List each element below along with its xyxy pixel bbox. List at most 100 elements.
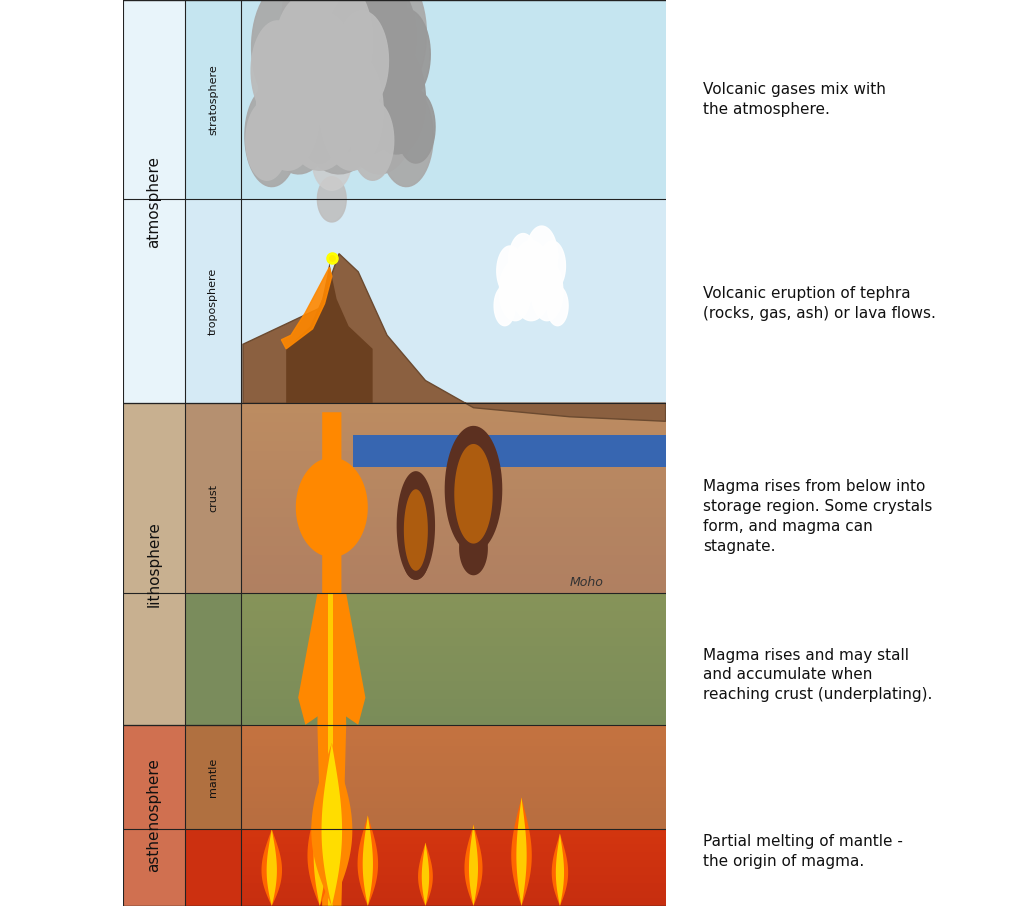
Polygon shape <box>313 797 326 906</box>
Bar <box>185 611 666 620</box>
Bar <box>185 829 241 906</box>
Text: Magma rises and may stall
and accumulate when
reaching crust (underplating).: Magma rises and may stall and accumulate… <box>702 648 932 702</box>
Text: mantle: mantle <box>208 757 218 796</box>
Bar <box>185 536 666 545</box>
Polygon shape <box>312 136 351 190</box>
Bar <box>185 489 666 498</box>
Bar <box>185 766 666 774</box>
Polygon shape <box>455 444 493 544</box>
Bar <box>123 725 185 906</box>
Polygon shape <box>327 0 380 95</box>
Bar <box>185 891 666 899</box>
Bar <box>185 0 241 199</box>
Polygon shape <box>516 797 526 906</box>
Bar <box>185 507 666 517</box>
Bar <box>353 435 666 467</box>
Polygon shape <box>308 95 355 159</box>
Polygon shape <box>243 254 666 421</box>
Polygon shape <box>266 829 276 906</box>
Polygon shape <box>359 0 426 98</box>
Polygon shape <box>497 246 523 295</box>
Bar <box>185 413 666 422</box>
Bar <box>185 403 241 593</box>
Polygon shape <box>351 101 394 180</box>
Bar <box>185 441 666 450</box>
Polygon shape <box>326 0 407 85</box>
Text: troposphere: troposphere <box>208 267 218 335</box>
Polygon shape <box>422 843 429 906</box>
Bar <box>185 808 666 815</box>
Polygon shape <box>256 51 319 170</box>
Bar <box>185 593 666 725</box>
Polygon shape <box>403 489 428 571</box>
Bar <box>185 829 666 837</box>
Polygon shape <box>357 815 378 906</box>
Bar <box>185 527 666 536</box>
Bar <box>185 403 666 593</box>
Bar <box>185 460 666 469</box>
Text: Partial melting of mantle -
the origin of magma.: Partial melting of mantle - the origin o… <box>702 834 903 869</box>
Bar <box>185 759 666 766</box>
Bar <box>185 780 666 787</box>
Polygon shape <box>305 18 353 109</box>
Polygon shape <box>362 815 373 906</box>
Bar <box>185 545 666 555</box>
Polygon shape <box>296 458 368 557</box>
Polygon shape <box>539 241 565 291</box>
Bar <box>185 432 666 441</box>
Bar <box>185 699 666 708</box>
Bar <box>185 860 666 868</box>
Bar <box>185 815 666 822</box>
Polygon shape <box>301 91 339 163</box>
Polygon shape <box>274 0 333 105</box>
Polygon shape <box>509 234 538 288</box>
Bar <box>123 403 185 725</box>
Bar <box>185 795 666 801</box>
Polygon shape <box>298 593 366 725</box>
Polygon shape <box>282 267 332 349</box>
Bar <box>185 498 666 507</box>
Polygon shape <box>317 177 346 222</box>
Polygon shape <box>547 286 568 325</box>
Text: stratosphere: stratosphere <box>208 64 218 135</box>
Bar <box>185 868 666 875</box>
Polygon shape <box>526 226 557 285</box>
Bar <box>185 774 666 780</box>
Text: lithosphere: lithosphere <box>146 521 162 607</box>
Bar <box>185 852 666 860</box>
Polygon shape <box>328 593 333 906</box>
Bar <box>185 725 666 732</box>
Bar <box>185 753 666 759</box>
Bar <box>185 844 666 852</box>
Polygon shape <box>510 241 552 321</box>
Bar <box>123 0 185 403</box>
Polygon shape <box>311 743 352 906</box>
Bar <box>185 689 666 699</box>
Text: Volcanic eruption of tephra
(rocks, gas, ash) or lava flows.: Volcanic eruption of tephra (rocks, gas,… <box>702 286 936 321</box>
Bar <box>185 637 666 646</box>
Bar <box>185 829 666 906</box>
Polygon shape <box>246 101 288 180</box>
Polygon shape <box>317 412 346 906</box>
Bar <box>185 422 666 431</box>
Polygon shape <box>358 0 416 91</box>
Bar <box>185 602 666 611</box>
Polygon shape <box>368 45 425 154</box>
Bar <box>185 555 666 565</box>
Text: Volcanic gases mix with
the atmosphere.: Volcanic gases mix with the atmosphere. <box>702 82 886 117</box>
Polygon shape <box>552 834 568 906</box>
Polygon shape <box>382 9 430 100</box>
Text: Magma rises from below into
storage region. Some crystals
form, and magma can
st: Magma rises from below into storage regi… <box>702 479 932 554</box>
Polygon shape <box>459 521 487 575</box>
Polygon shape <box>531 261 563 321</box>
Bar <box>185 574 666 584</box>
Polygon shape <box>511 797 531 906</box>
Bar <box>185 672 666 681</box>
Bar <box>185 732 666 738</box>
Bar <box>185 837 666 844</box>
Polygon shape <box>245 85 299 187</box>
Bar <box>185 479 666 489</box>
Polygon shape <box>330 9 407 154</box>
Bar <box>185 517 666 527</box>
Bar <box>185 469 666 479</box>
